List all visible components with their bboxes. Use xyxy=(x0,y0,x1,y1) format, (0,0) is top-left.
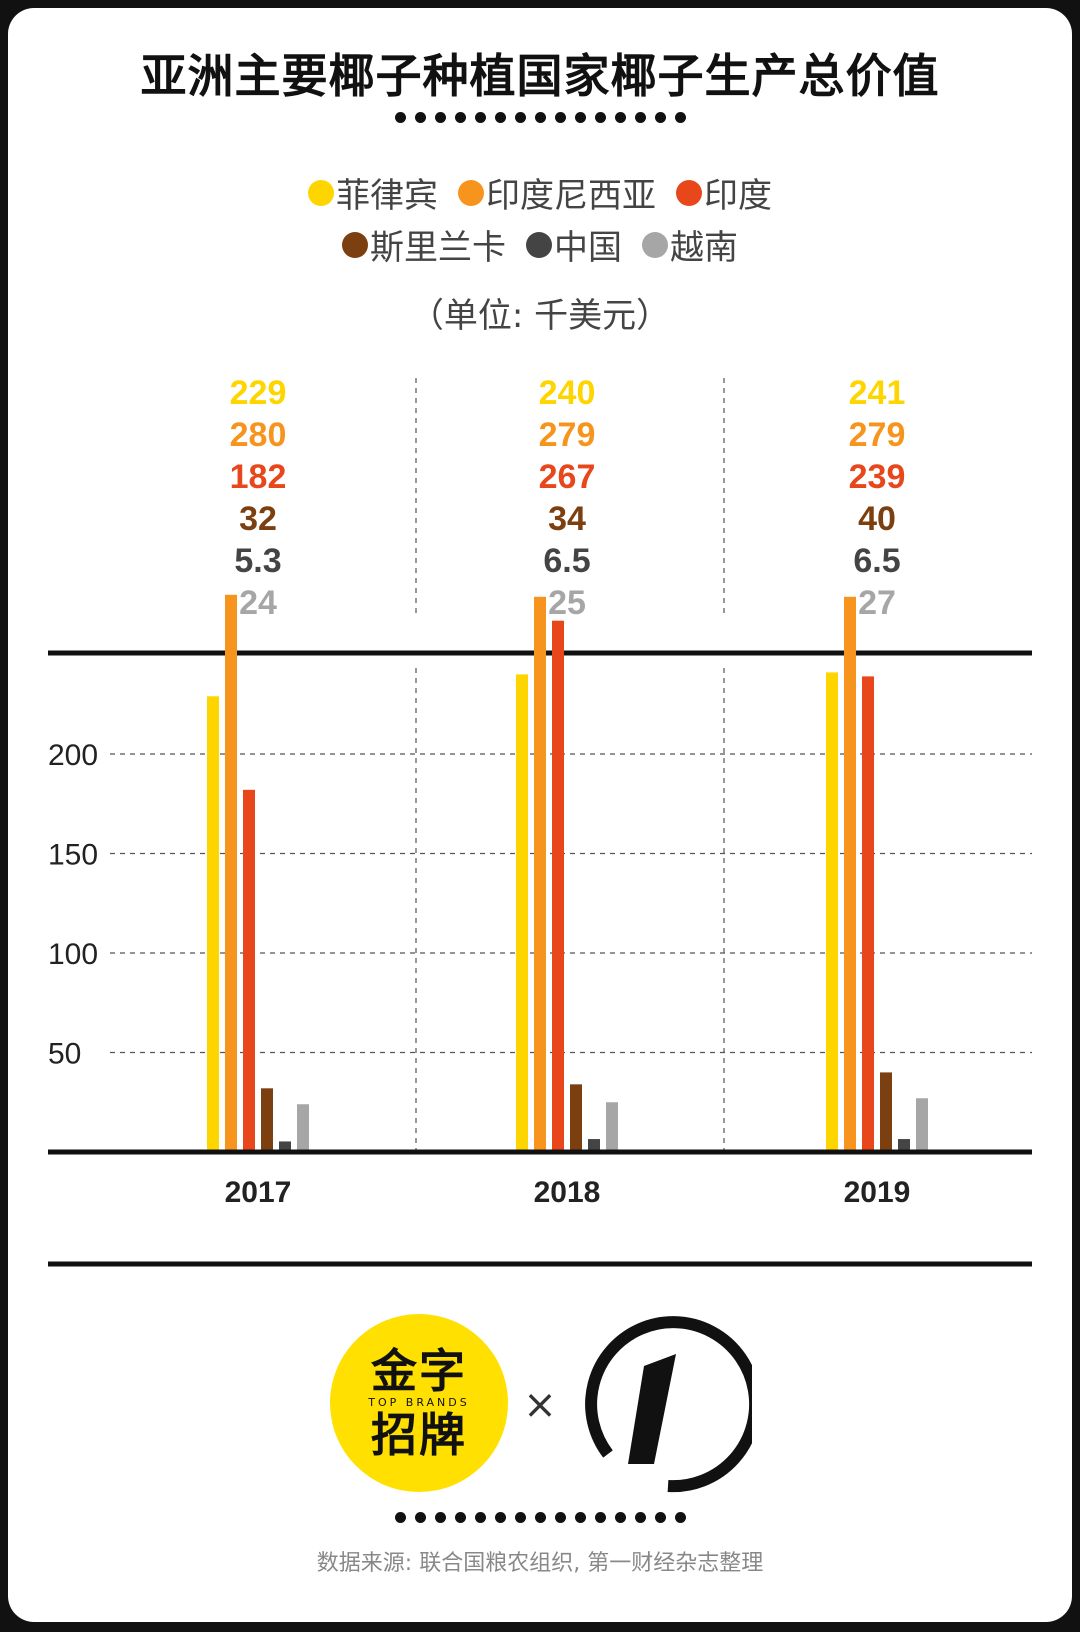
bar xyxy=(552,621,564,1152)
value-label: 5.3 xyxy=(234,542,281,580)
top-brands-logo: 金字 TOP BRANDS 招牌 xyxy=(330,1314,508,1492)
value-label: 27 xyxy=(858,584,896,622)
value-label: 6.5 xyxy=(853,542,900,580)
value-label: 40 xyxy=(858,500,896,538)
divider-dot xyxy=(555,1512,566,1523)
x-tick-label: 2017 xyxy=(225,1176,292,1209)
bar xyxy=(225,595,237,1152)
yicai-logo-icon xyxy=(572,1314,752,1494)
divider-dot xyxy=(515,1512,526,1523)
value-label: 34 xyxy=(548,500,586,538)
logo-text-bottom: 招牌 xyxy=(371,1410,467,1460)
value-label: 24 xyxy=(239,584,277,622)
value-label: 229 xyxy=(230,374,287,412)
bar xyxy=(862,676,874,1152)
value-label: 279 xyxy=(849,416,906,454)
value-label: 239 xyxy=(849,458,906,496)
bar xyxy=(207,696,219,1152)
bar xyxy=(826,672,838,1152)
bar xyxy=(534,597,546,1152)
divider-dot xyxy=(675,1512,686,1523)
bar xyxy=(844,597,856,1152)
divider-dot xyxy=(615,1512,626,1523)
bar xyxy=(916,1098,928,1152)
y-tick-label: 150 xyxy=(48,839,98,872)
value-label: 25 xyxy=(548,584,586,622)
divider-dot xyxy=(455,1512,466,1523)
y-tick-label: 50 xyxy=(48,1038,81,1071)
y-tick-label: 100 xyxy=(48,938,98,971)
bar xyxy=(880,1072,892,1152)
bar xyxy=(297,1104,309,1152)
value-label: 182 xyxy=(230,458,287,496)
bottom-dot-divider xyxy=(0,1512,1080,1528)
bar xyxy=(606,1102,618,1152)
value-label: 32 xyxy=(239,500,277,538)
data-source: 数据来源: 联合国粮农组织, 第一财经杂志整理 xyxy=(0,1545,1080,1577)
value-label: 267 xyxy=(539,458,596,496)
value-label: 279 xyxy=(539,416,596,454)
bar xyxy=(243,790,255,1152)
divider-dot xyxy=(595,1512,606,1523)
divider-dot xyxy=(575,1512,586,1523)
bar xyxy=(261,1088,273,1152)
times-symbol: × xyxy=(522,1382,558,1428)
divider-dot xyxy=(435,1512,446,1523)
divider-dot xyxy=(535,1512,546,1523)
divider-dot xyxy=(655,1512,666,1523)
divider-dot xyxy=(475,1512,486,1523)
logo-text-top: 金字 xyxy=(371,1346,467,1396)
value-label: 280 xyxy=(230,416,287,454)
divider-dot xyxy=(415,1512,426,1523)
bar xyxy=(570,1084,582,1152)
x-tick-label: 2018 xyxy=(534,1176,601,1209)
value-label: 240 xyxy=(539,374,596,412)
bar xyxy=(516,674,528,1152)
value-label: 6.5 xyxy=(543,542,590,580)
value-label: 241 xyxy=(849,374,906,412)
divider-dot xyxy=(635,1512,646,1523)
divider-dot xyxy=(495,1512,506,1523)
x-tick-label: 2019 xyxy=(844,1176,911,1209)
y-tick-label: 200 xyxy=(48,739,98,772)
divider-dot xyxy=(395,1512,406,1523)
